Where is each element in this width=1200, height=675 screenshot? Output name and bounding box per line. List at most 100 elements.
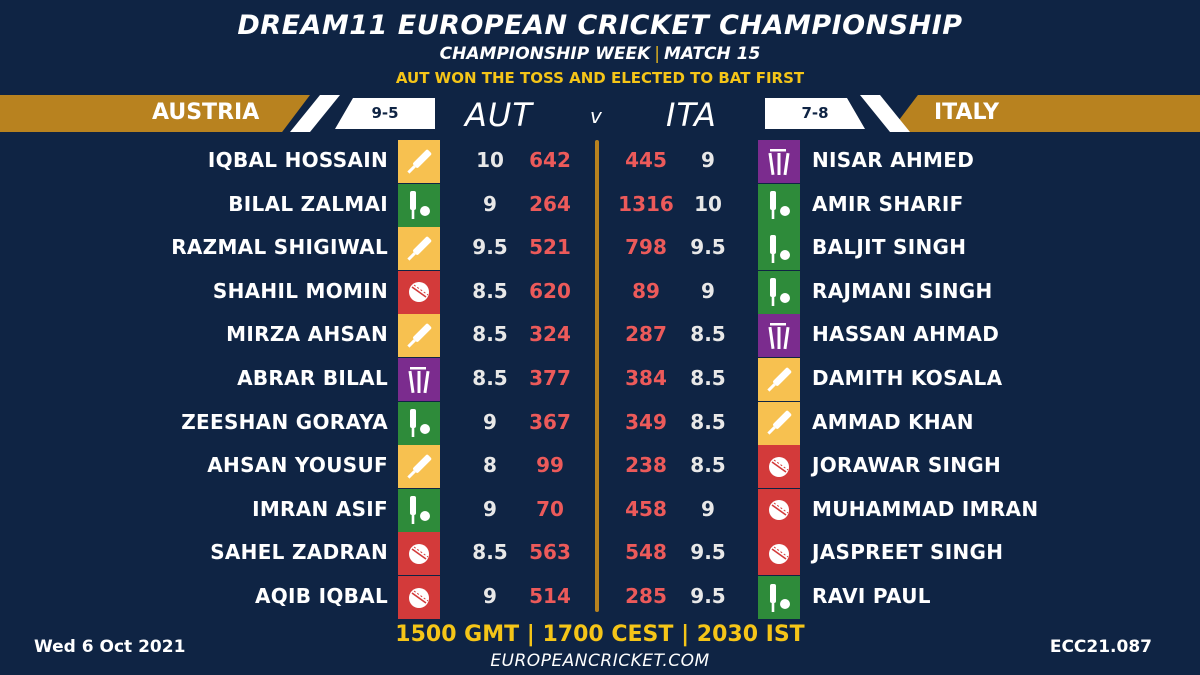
right-player-points: 1316 [618, 191, 674, 216]
bat-and-ball-icon [758, 576, 800, 619]
player-row: RAZMAL SHIGIWAL 9.5 521 798 9.5 BALJIT SINGH [0, 227, 1200, 271]
player-row: ZEESHAN GORAYA 9 367 349 8.5 AMMAD KHAN [0, 401, 1200, 445]
right-player-name: RAJMANI SINGH [812, 278, 993, 303]
left-player-points: 563 [529, 540, 571, 565]
right-player-name: AMIR SHARIF [812, 191, 964, 216]
player-row: MIRZA AHSAN 8.5 324 287 8.5 HASSAN AHMAD [0, 314, 1200, 358]
left-player-name: ABRAR BILAL [237, 366, 388, 390]
match-code: ECC21.087 [1049, 637, 1152, 657]
left-player-name: SHAHIL MOMIN [212, 278, 388, 303]
cricket-ball-icon [398, 270, 440, 314]
left-team-band [0, 95, 310, 132]
cricket-bat-icon [758, 358, 800, 401]
website-link[interactable]: EUROPEANCRICKET.COM [490, 651, 710, 671]
event-title: DREAM11 EUROPEAN CRICKET CHAMPIONSHIP [237, 10, 963, 41]
right-player-name: RAVI PAUL [812, 584, 931, 608]
left-player-points: 377 [529, 366, 571, 390]
left-player-credit: 9 [483, 584, 497, 608]
versus-label: v [590, 104, 602, 128]
left-player-name: SAHEL ZADRAN [210, 540, 388, 565]
bat-and-ball-icon [758, 270, 800, 314]
right-player-credit: 10 [694, 191, 722, 216]
right-player-points: 349 [625, 409, 667, 434]
right-player-points: 798 [625, 235, 667, 260]
left-player-credit: 9 [483, 191, 497, 216]
right-team-name: ITALY [934, 100, 1000, 125]
right-player-points: 238 [625, 453, 667, 478]
right-player-name: JASPREET SINGH [812, 540, 1004, 565]
left-player-name: BILAL ZALMAI [228, 191, 388, 216]
right-player-credit: 9 [701, 148, 715, 172]
left-team-abbr: AUT [465, 96, 533, 134]
right-player-credit: 8.5 [690, 409, 726, 434]
right-player-points: 548 [625, 540, 667, 565]
cricket-ball-icon [758, 488, 800, 532]
left-player-credit: 10 [476, 148, 504, 172]
left-player-name: IQBAL HOSSAIN [207, 148, 388, 172]
match-times: 1500 GMT | 1700 CEST | 2030 IST [395, 622, 805, 647]
cricket-bat-icon [398, 140, 440, 183]
bat-and-ball-icon [758, 183, 800, 227]
subtitle-separator: | [654, 44, 660, 64]
center-divider [595, 140, 599, 612]
left-player-credit: 8.5 [472, 366, 508, 390]
left-player-credit: 9 [483, 496, 497, 521]
subtitle-stage: CHAMPIONSHIP WEEK [439, 44, 651, 64]
player-row: ABRAR BILAL 8.5 377 384 8.5 DAMITH KOSALA [0, 358, 1200, 401]
player-row: SHAHIL MOMIN 8.5 620 89 9 RAJMANI SINGH [0, 270, 1200, 314]
wicket-stumps-icon [758, 314, 800, 358]
cricket-ball-icon [758, 445, 800, 489]
right-team-record: 7-8 [765, 98, 865, 129]
right-team-band [890, 95, 1200, 132]
right-player-name: AMMAD KHAN [812, 409, 974, 434]
cricket-ball-icon [398, 532, 440, 576]
cricket-bat-icon [398, 314, 440, 358]
left-team-name: AUSTRIA [152, 100, 260, 125]
left-player-points: 514 [529, 584, 571, 608]
right-player-credit: 9 [701, 278, 715, 303]
left-player-points: 367 [529, 409, 571, 434]
right-player-points: 287 [625, 322, 667, 347]
wicket-stumps-icon [398, 358, 440, 401]
right-player-name: HASSAN AHMAD [812, 322, 1000, 347]
left-player-points: 642 [529, 148, 571, 172]
match-date: Wed 6 Oct 2021 [34, 637, 186, 657]
left-player-points: 324 [529, 322, 571, 347]
bat-and-ball-icon [398, 488, 440, 532]
right-player-points: 89 [632, 278, 660, 303]
right-player-points: 384 [625, 366, 667, 390]
right-player-name: DAMITH KOSALA [812, 366, 1003, 390]
right-player-points: 285 [625, 584, 667, 608]
right-player-credit: 9 [701, 496, 715, 521]
player-row: IMRAN ASIF 9 70 458 9 MUHAMMAD IMRAN [0, 488, 1200, 532]
left-player-name: AHSAN YOUSUF [207, 453, 388, 478]
left-player-credit: 9.5 [472, 235, 508, 260]
player-row: AHSAN YOUSUF 8 99 238 8.5 JORAWAR SINGH [0, 445, 1200, 489]
player-row: BILAL ZALMAI 9 264 1316 10 AMIR SHARIF [0, 183, 1200, 227]
wicket-stumps-icon [758, 140, 800, 183]
bat-and-ball-icon [398, 401, 440, 445]
left-player-points: 264 [529, 191, 571, 216]
left-player-name: MIRZA AHSAN [226, 322, 388, 347]
left-player-credit: 8.5 [472, 278, 508, 303]
right-player-credit: 8.5 [690, 453, 726, 478]
right-player-points: 445 [625, 148, 667, 172]
left-player-name: ZEESHAN GORAYA [181, 409, 388, 434]
left-player-credit: 8 [483, 453, 497, 478]
left-player-points: 99 [536, 453, 564, 478]
right-player-credit: 8.5 [690, 366, 726, 390]
player-row: AQIB IQBAL 9 514 285 9.5 RAVI PAUL [0, 576, 1200, 619]
left-team-record: 9-5 [335, 98, 435, 129]
player-row: SAHEL ZADRAN 8.5 563 548 9.5 JASPREET SINGH [0, 532, 1200, 576]
subtitle-match: MATCH 15 [663, 44, 761, 64]
right-team-abbr: ITA [666, 96, 717, 134]
left-player-name: IMRAN ASIF [252, 496, 388, 521]
bat-and-ball-icon [758, 227, 800, 271]
left-player-points: 620 [529, 278, 571, 303]
left-player-points: 70 [536, 496, 564, 521]
toss-result: AUT WON THE TOSS AND ELECTED TO BAT FIRS… [395, 69, 805, 87]
right-player-credit: 9.5 [690, 584, 726, 608]
cricket-ball-icon [758, 532, 800, 576]
left-player-credit: 9 [483, 409, 497, 434]
right-player-name: BALJIT SINGH [812, 235, 967, 260]
